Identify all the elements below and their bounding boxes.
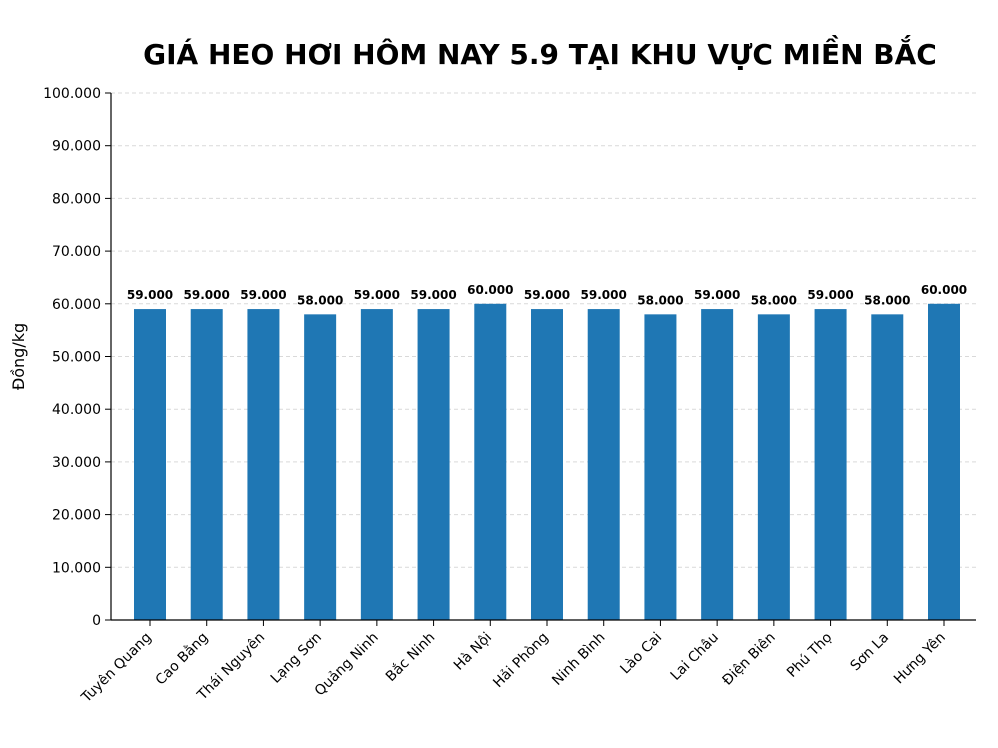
y-tick-label: 30.000	[52, 455, 101, 471]
y-tick-label: 70.000	[52, 244, 101, 260]
x-tick-label: Hưng Yên	[891, 630, 949, 688]
x-tick-label: Hà Nội	[451, 630, 495, 674]
y-tick-label: 0	[92, 613, 101, 629]
bar	[531, 309, 563, 620]
axes	[105, 92, 976, 626]
x-tick-label: Lào Cai	[617, 630, 665, 678]
y-tick-label: 80.000	[52, 191, 101, 207]
bar	[134, 309, 166, 620]
data-label: 59.000	[410, 288, 456, 302]
bar	[587, 309, 620, 620]
bar	[757, 314, 790, 620]
y-tick-label: 20.000	[52, 508, 101, 524]
x-tick-label: Cao Bằng	[152, 629, 212, 689]
bar	[928, 303, 960, 620]
bar	[190, 309, 223, 620]
data-label: 59.000	[581, 288, 627, 302]
bars	[134, 303, 960, 620]
chart-title: GIÁ HEO HƠI HÔM NAY 5.9 TẠI KHU VỰC MIỀN…	[143, 38, 937, 71]
y-tick-label: 40.000	[52, 402, 101, 418]
data-label: 59.000	[184, 288, 230, 302]
data-label: 59.000	[127, 288, 173, 302]
bar	[417, 309, 450, 620]
bar	[814, 309, 847, 620]
x-tick-label: Điện Biên	[720, 630, 779, 689]
x-tick-label: Bắc Ninh	[382, 629, 438, 685]
x-tick-label: Lạng Sơn	[268, 630, 325, 687]
y-tick-label: 90.000	[52, 139, 101, 155]
data-label: 58.000	[751, 293, 797, 307]
data-label: 60.000	[467, 283, 513, 297]
data-label: 59.000	[240, 288, 286, 302]
y-tick-label: 100.000	[43, 86, 101, 102]
x-tick-label: Sơn La	[847, 630, 892, 675]
x-tick-label: Tuyên Quang	[78, 630, 155, 707]
bar	[701, 309, 734, 620]
x-tick-label: Lai Châu	[668, 630, 722, 684]
data-label: 60.000	[921, 283, 967, 297]
y-tick-label: 60.000	[52, 297, 101, 313]
bar	[304, 314, 337, 620]
x-tick-label: Phú Thọ	[784, 630, 835, 681]
x-tick-label: Ninh Bình	[549, 630, 608, 689]
y-axis-title: Đồng/kg	[9, 323, 28, 390]
data-label: 59.000	[807, 288, 853, 302]
x-tick-label: Hải Phòng	[490, 630, 552, 692]
bar	[360, 309, 393, 620]
bar	[247, 309, 280, 620]
data-label: 59.000	[694, 288, 740, 302]
data-label: 59.000	[354, 288, 400, 302]
y-tick-label: 50.000	[52, 350, 101, 366]
data-label: 58.000	[864, 293, 910, 307]
bar	[871, 314, 904, 620]
data-label: 58.000	[637, 293, 683, 307]
bar	[644, 314, 677, 620]
data-label: 59.000	[524, 288, 570, 302]
y-tick-label: 10.000	[52, 560, 101, 576]
bar	[474, 303, 507, 620]
data-label: 58.000	[297, 293, 343, 307]
